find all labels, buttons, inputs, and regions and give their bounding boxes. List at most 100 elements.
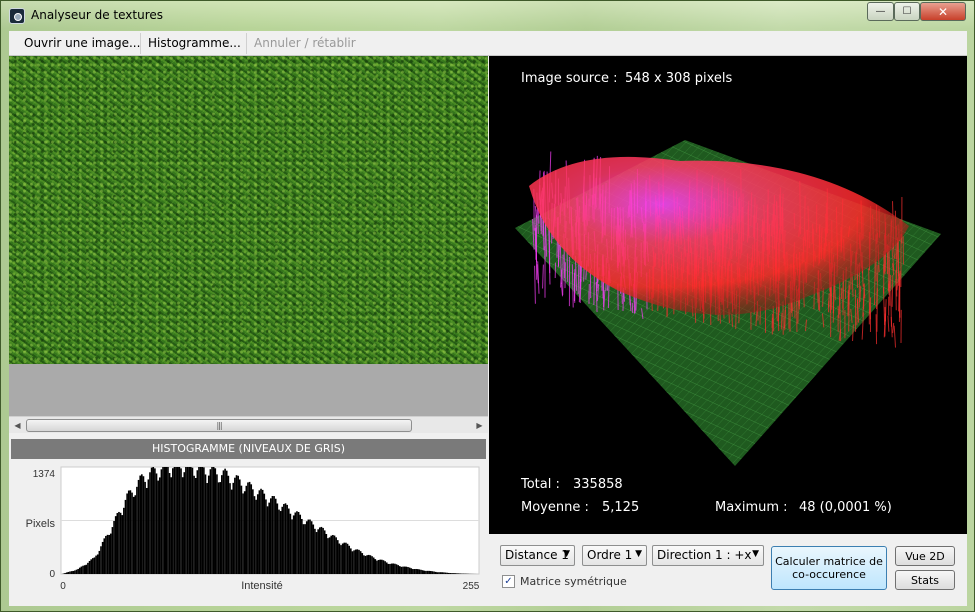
histogram-bar (248, 481, 251, 574)
image-viewport[interactable] (9, 56, 488, 416)
histogram-bar (384, 561, 386, 574)
histogram-bar (194, 477, 197, 574)
histogram-bar (274, 498, 277, 574)
compute-matrix-button[interactable]: Calculer matrice de co-occurence (771, 546, 887, 590)
histogram-bar (121, 515, 124, 574)
histogram-bar (398, 566, 401, 574)
histogram-bar (235, 475, 238, 574)
histogram-bar (358, 549, 360, 574)
histogram-bar (359, 551, 362, 574)
histogram-bar (134, 495, 137, 574)
histogram-bar (193, 475, 195, 574)
surface-spike (852, 324, 854, 341)
histogram-bar (137, 479, 140, 574)
histogram-bar (209, 469, 212, 574)
histogram-bar (67, 571, 70, 574)
stats-button[interactable]: Stats (895, 570, 955, 590)
histogram-bar (70, 571, 73, 574)
histogram-bar (90, 559, 93, 574)
window-title: Analyseur de textures (31, 8, 163, 22)
histogram-bar (136, 486, 138, 574)
symmetric-matrix-option[interactable]: ✓ Matrice symétrique (502, 575, 627, 588)
histogram-bar (129, 490, 132, 574)
histogram-bar (302, 524, 305, 574)
minimize-icon: — (875, 6, 886, 17)
surface-spike (731, 313, 733, 327)
histogram-bar (106, 534, 109, 574)
distance-select[interactable]: Distance 1 ▼ (500, 545, 575, 566)
histogram-bar (283, 504, 285, 574)
histogram-bar (425, 570, 427, 574)
y-max-label: 1374 (33, 469, 56, 480)
3d-surface-plot[interactable] (489, 116, 967, 476)
order-select[interactable]: Ordre 1 ▼ (582, 545, 647, 566)
histogram-bar (351, 551, 354, 574)
histogram-bar (77, 568, 79, 574)
histogram-bar (443, 572, 445, 574)
toolbar: Ouvrir une image... Histogramme... Annul… (9, 31, 967, 56)
close-icon: ✕ (937, 4, 949, 19)
histogram-bar (332, 534, 334, 574)
histogram-bar (459, 573, 462, 574)
histogram-bar (327, 538, 329, 574)
histogram-bar (431, 571, 434, 574)
scroll-left-icon[interactable]: ◀ (14, 421, 21, 430)
histogram-bar (189, 467, 192, 574)
histogram-bar (207, 475, 210, 574)
histogram-button[interactable]: Histogramme... (140, 33, 248, 54)
histogram-bar (444, 572, 447, 574)
histogram-bar (392, 563, 395, 574)
histogram-bar (123, 507, 125, 574)
direction-select[interactable]: Direction 1 : +x ▼ (652, 545, 764, 566)
minimize-button[interactable]: — (867, 2, 894, 21)
histogram-bar (85, 564, 88, 574)
histogram-bar (131, 492, 133, 574)
histogram-bar (407, 567, 409, 574)
histogram-bar (436, 572, 439, 574)
scroll-right-icon[interactable]: ▶ (476, 421, 483, 430)
histogram-bar (389, 563, 391, 574)
histogram-bar (238, 479, 241, 574)
histogram-bar (328, 537, 331, 574)
histogram-bar (240, 485, 243, 574)
histogram-bar (377, 559, 380, 574)
histogram-bar (158, 477, 161, 574)
histogram-bar (415, 568, 417, 574)
histogram-bar (447, 572, 450, 574)
scroll-thumb[interactable]: ||| (26, 419, 412, 432)
histogram-bar (212, 467, 215, 574)
histogram-bar (340, 545, 342, 574)
histogram-bar (403, 566, 406, 574)
histogram-bar (456, 573, 458, 574)
histogram-bar (100, 546, 102, 574)
histogram-bar (412, 569, 414, 574)
close-button[interactable]: ✕ (920, 2, 966, 21)
histogram-bar (299, 514, 302, 574)
histogram-bar (420, 569, 422, 574)
surface-spike (876, 265, 879, 310)
histogram-bar (183, 472, 186, 574)
histogram-bar (168, 473, 171, 574)
histogram-bar (88, 560, 91, 574)
histogram-bar (333, 535, 336, 574)
histogram-bar (423, 570, 426, 574)
surface-spike (857, 299, 860, 323)
histogram-bar (284, 503, 287, 574)
surface-spike (851, 273, 854, 297)
open-image-button[interactable]: Ouvrir une image... (24, 36, 141, 50)
histogram-bar (433, 571, 435, 574)
histogram-bar (325, 534, 328, 574)
histogram-bar (149, 472, 151, 574)
histogram-bar (188, 467, 190, 574)
histogram-bar (317, 529, 319, 574)
cooccurrence-3d-view[interactable]: Image source : 548 x 308 pixels (489, 56, 967, 534)
view-2d-button[interactable]: Vue 2D (895, 546, 955, 566)
surface-spike (897, 239, 900, 286)
maximize-button[interactable]: ☐ (894, 2, 920, 21)
histogram-bar (346, 543, 349, 574)
surface-spike (596, 283, 600, 302)
histogram-bar (172, 468, 174, 574)
surface-spike (537, 261, 540, 294)
horizontal-scrollbar[interactable]: ◀ ||| ▶ (9, 416, 488, 433)
symmetric-checkbox[interactable]: ✓ (502, 575, 515, 588)
